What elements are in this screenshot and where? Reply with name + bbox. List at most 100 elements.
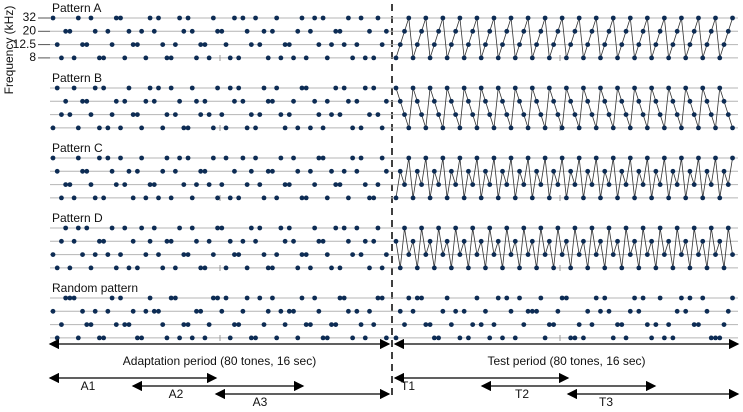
window-label: A3 — [253, 395, 268, 409]
tone-dot — [661, 125, 667, 131]
tone-dot — [71, 85, 77, 91]
tone-dot — [661, 335, 667, 341]
tone-dot — [113, 182, 119, 188]
tone-dot — [156, 15, 161, 21]
tone-dot — [126, 85, 132, 91]
tone-dot — [487, 225, 493, 231]
tone-dot — [606, 182, 612, 188]
tone-dot — [122, 98, 128, 104]
tone-dot — [84, 322, 90, 327]
tone-dot — [504, 28, 510, 34]
tone-dot — [589, 322, 595, 327]
tone-dot — [84, 42, 90, 47]
tone-dot — [354, 168, 360, 174]
tone-dot — [466, 98, 471, 104]
tone-dot — [521, 112, 527, 117]
tone-dot — [623, 182, 629, 188]
tone-dot — [202, 42, 208, 47]
tone-dot — [525, 252, 531, 257]
tone-dot — [75, 155, 81, 161]
tone-dot — [419, 295, 424, 301]
tone-dot — [581, 195, 586, 201]
tone-dot — [632, 238, 637, 244]
tone-dot — [147, 295, 153, 301]
tone-dot — [478, 195, 484, 201]
tone-dot — [202, 265, 208, 271]
tone-dot — [474, 155, 480, 161]
tone-dot — [564, 195, 569, 201]
tone-dot — [299, 252, 305, 257]
tone-dot — [383, 252, 389, 257]
tone-dot — [666, 85, 672, 91]
tone-dot — [232, 98, 237, 104]
tone-dot — [379, 265, 385, 271]
tone-dot — [219, 28, 225, 34]
tone-dot — [97, 125, 102, 131]
tone-dot — [593, 125, 599, 131]
tone-dot — [478, 238, 484, 244]
tone-dot — [619, 42, 625, 47]
tone-dot — [466, 168, 471, 174]
tone-dot — [71, 55, 77, 61]
tone-dot — [700, 85, 706, 91]
tone-dot — [80, 98, 85, 104]
tone-dot — [59, 112, 64, 117]
tone-dot — [568, 98, 574, 104]
tone-dot — [568, 335, 574, 341]
tone-dot — [568, 265, 574, 271]
tone-dot — [555, 225, 561, 231]
tone-dot — [538, 182, 544, 188]
tone-dot — [118, 295, 123, 301]
tone-dot — [97, 335, 102, 341]
tone-dot — [717, 335, 723, 341]
tone-dot — [725, 225, 731, 231]
tone-dot — [687, 168, 693, 174]
tone-dot — [512, 238, 518, 244]
tone-dot — [261, 322, 267, 327]
tone-dot — [414, 168, 420, 174]
tone-dot — [495, 85, 501, 91]
tone-dot — [367, 308, 372, 314]
tone-dot — [160, 168, 166, 174]
tone-dot — [627, 252, 633, 257]
tone-dot — [160, 322, 166, 327]
tone-dot — [448, 265, 454, 271]
test-sequence-line — [395, 157, 733, 198]
tone-dot — [402, 28, 407, 34]
tone-dot — [371, 85, 377, 91]
tone-dot — [679, 125, 684, 131]
tone-dot — [253, 238, 258, 244]
tone-dot — [75, 125, 81, 131]
tone-dot — [529, 238, 535, 244]
tone-dot — [444, 238, 450, 244]
tone-dot — [666, 238, 672, 244]
tone-dot — [147, 238, 153, 244]
tone-dot — [105, 252, 111, 257]
tone-dot — [419, 225, 424, 231]
tone-dot — [559, 155, 565, 161]
tone-dot — [448, 42, 454, 47]
tone-dot — [657, 225, 663, 231]
tone-dot — [295, 125, 301, 131]
tone-dot — [627, 155, 633, 161]
tone-dot — [282, 42, 288, 47]
tone-dot — [113, 322, 119, 327]
tone-dot — [156, 85, 161, 91]
tone-dot — [316, 238, 322, 244]
tone-dot — [164, 238, 170, 244]
tone-dot — [189, 28, 195, 34]
tone-dot — [337, 265, 343, 271]
tone-dot — [286, 182, 292, 188]
tone-dot — [568, 42, 574, 47]
tone-dot — [538, 225, 544, 231]
tone-dot — [534, 98, 539, 104]
panel-title: Pattern A — [52, 1, 101, 15]
tone-dot — [512, 55, 518, 61]
tone-dot — [619, 322, 625, 327]
tone-dot — [495, 238, 501, 244]
tone-dot — [181, 182, 187, 188]
tone-dot — [585, 168, 591, 174]
tone-dot — [189, 225, 195, 231]
tone-dot — [270, 265, 275, 271]
tone-dot — [491, 155, 497, 161]
